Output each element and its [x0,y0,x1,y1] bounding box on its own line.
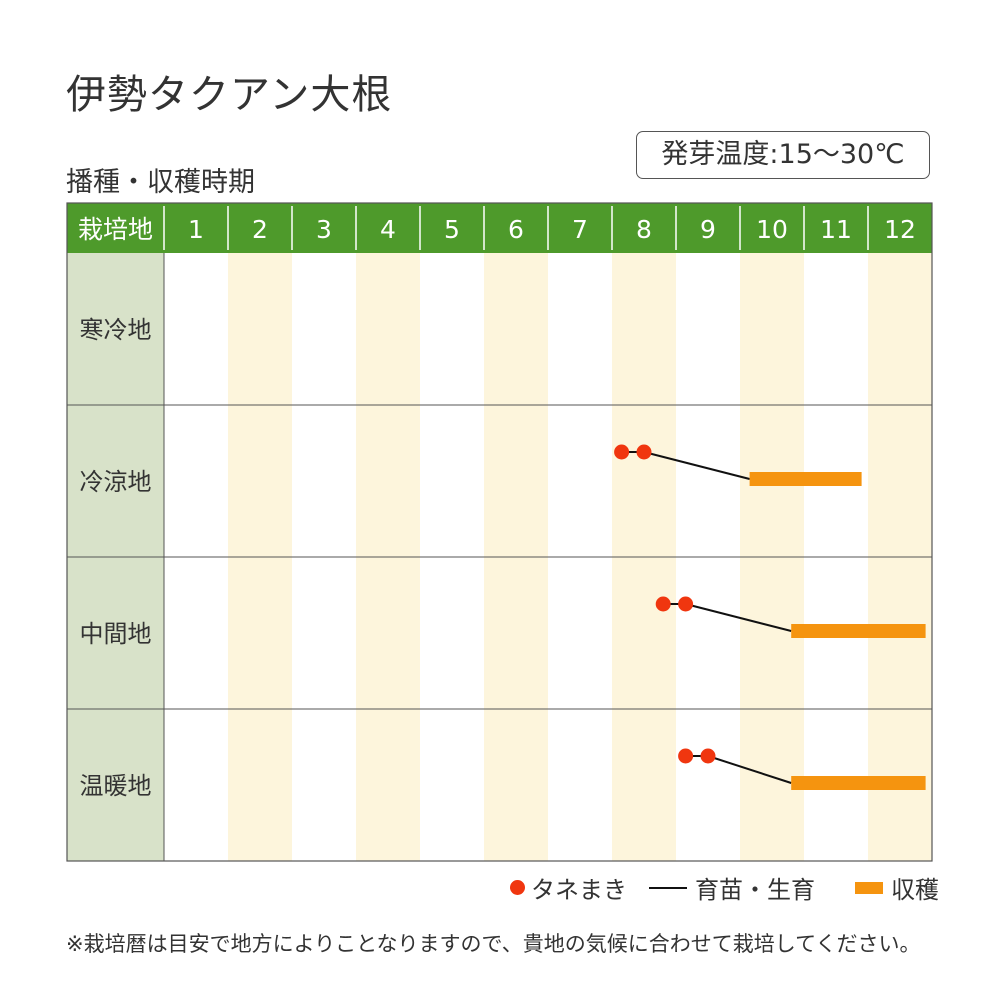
month-label-3: 3 [316,215,332,244]
sowing-legend-dot-icon [510,880,525,895]
germination-temperature-badge: 発芽温度:15～30℃ [636,131,930,179]
harvest-bar-2 [749,472,862,486]
growing-line-2 [643,451,750,480]
month-label-1: 1 [188,215,204,244]
chart-subtitle: 播種・収穫時期 [66,167,255,198]
growing-legend-line-icon [649,886,687,889]
month-label-12: 12 [884,215,916,244]
month-label-9: 9 [700,215,716,244]
month-label-8: 8 [636,215,652,244]
legend-growing-label: 育苗・生育 [695,876,815,904]
harvest-bar-4 [791,776,926,790]
month-label-10: 10 [756,215,788,244]
month-label-2: 2 [252,215,268,244]
growing-line-3 [685,603,792,632]
region-label: 冷涼地 [80,468,152,496]
region-label: 寒冷地 [80,316,152,344]
sowing-dot-2-2 [636,444,652,460]
page-title: 伊勢タクアン大根 [66,72,393,118]
legend-sowing-label: タネまき [531,876,627,904]
region-label: 中間地 [80,620,152,648]
sowing-dot-4-1 [678,748,694,764]
sowing-dot-3-2 [678,596,694,612]
month-label-4: 4 [380,215,396,244]
sowing-dot-3-1 [655,596,671,612]
sowing-dot-2-1 [614,444,630,460]
chart-border [66,202,933,862]
month-label-11: 11 [820,215,852,244]
region-label: 温暖地 [80,772,152,800]
harvest-bar-3 [791,624,926,638]
month-label-5: 5 [444,215,460,244]
month-label-7: 7 [572,215,588,244]
month-label-6: 6 [508,215,524,244]
harvest-legend-bar-icon [855,881,883,894]
legend-harvest-label: 収穫 [891,876,939,904]
sowing-dot-4-2 [700,748,716,764]
legend: タネまき 育苗・生育 収穫 [510,870,939,905]
header-band [67,203,932,253]
footnote: ※栽培暦は目安で地方によりことなりますので、貴地の気候に合わせて栽培してください… [66,932,921,956]
growing-line-4 [707,755,792,784]
header-label-region: 栽培地 [78,215,153,244]
